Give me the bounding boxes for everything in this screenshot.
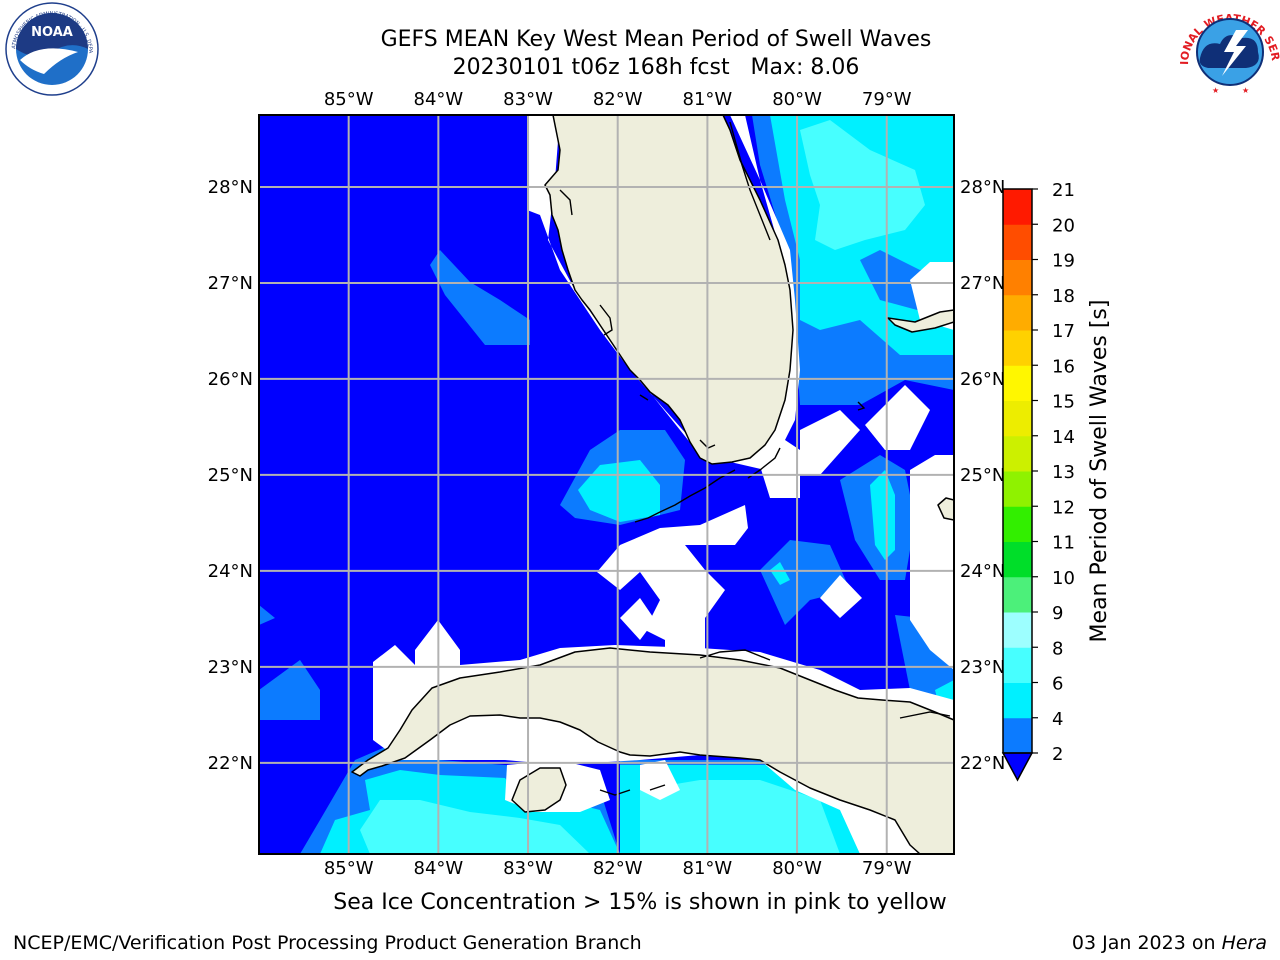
- lon-label-top-4: 81°W: [683, 89, 733, 110]
- lon-label-top-1: 84°W: [414, 89, 464, 110]
- lon-label-bottom-6: 79°W: [862, 858, 912, 879]
- sea-ice-note: Sea Ice Concentration > 15% is shown in …: [333, 890, 947, 915]
- colorbar-tick-label-1: 4: [1052, 709, 1063, 730]
- colorbar-segment-9: [1003, 400, 1032, 437]
- gridlines: [259, 115, 954, 854]
- colorbar-tick-label-14: 19: [1052, 251, 1075, 272]
- lat-label-right-5: 23°N: [960, 657, 1005, 678]
- colorbar-tick-label-16: 21: [1052, 180, 1075, 201]
- colorbar-segment-4: [1003, 576, 1032, 613]
- colorbar-segment-13: [1003, 259, 1032, 296]
- map-plot-area: [259, 115, 954, 854]
- florida-peninsula: [544, 115, 794, 465]
- lon-label-bottom-3: 82°W: [593, 858, 643, 879]
- land-masses: [351, 115, 954, 854]
- colorbar-segment-15: [1003, 189, 1032, 225]
- colorbar-segment-7: [1003, 471, 1032, 507]
- colorbar-tick-label-7: 12: [1052, 497, 1075, 518]
- colorbar-segment-10: [1003, 365, 1032, 401]
- svg-text:NATIONAL WEATHER SERVICE: NATIONAL WEATHER SERVICE: [0, 0, 1280, 65]
- latitude-labels-right: 28°N 27°N 26°N 25°N 24°N 23°N 22°N: [960, 177, 1005, 774]
- isla-de-la-juventud: [511, 767, 567, 813]
- colorbar-tick-label-13: 18: [1052, 286, 1075, 307]
- footer-date: 03 Jan 2023 on Hera: [1072, 932, 1267, 954]
- lon-label-top-0: 85°W: [324, 89, 374, 110]
- colorbar-segment-5: [1003, 541, 1032, 578]
- lat-label-right-6: 22°N: [960, 753, 1005, 774]
- colorbar-tick-label-2: 6: [1052, 674, 1063, 695]
- colorbar-segment-11: [1003, 330, 1032, 366]
- lat-label-left-2: 26°N: [208, 369, 253, 390]
- lat-label-left-6: 22°N: [208, 753, 253, 774]
- lon-label-bottom-1: 84°W: [414, 858, 464, 879]
- lat-label-right-2: 26°N: [960, 369, 1005, 390]
- colorbar-tick-label-3: 8: [1052, 638, 1063, 659]
- colorbar-segment-12: [1003, 294, 1032, 331]
- lat-label-right-4: 24°N: [960, 561, 1005, 582]
- colorbar-segment-14: [1003, 224, 1032, 260]
- longitude-labels-bottom: 85°W 84°W 83°W 82°W 81°W 80°W 79°W: [324, 858, 912, 879]
- svg-text:★: ★: [1212, 86, 1219, 95]
- colorbar-tick-label-15: 20: [1052, 215, 1075, 236]
- cuba: [351, 647, 954, 854]
- lat-label-right-0: 28°N: [960, 177, 1005, 198]
- lat-label-right-1: 27°N: [960, 273, 1005, 294]
- colorbar-segment-3: [1003, 612, 1032, 648]
- map-frame: [258, 114, 955, 855]
- nws-logo: NATIONAL WEATHER SERVICE ★ ★: [0, 0, 1280, 101]
- footer-host: Hera: [1221, 932, 1267, 954]
- colorbar-tick-label-8: 13: [1052, 462, 1075, 483]
- colorbar: 2 4 6 8 9 10 11 12 13 14 15 16 17 18 19 20 21: [1001, 180, 1075, 782]
- footer-date-text: 03 Jan 2023 on: [1071, 932, 1222, 954]
- colorbar-extend-min: [1001, 752, 1034, 782]
- lon-label-top-3: 82°W: [593, 89, 643, 110]
- lat-label-left-3: 25°N: [208, 465, 253, 486]
- lon-label-top-2: 83°W: [503, 89, 553, 110]
- map-subtitle: 20230101 t06z 168h fcst Max: 8.06: [452, 55, 860, 80]
- colorbar-segment-0: [1003, 717, 1032, 754]
- noaa-logo: NOAA NATIONAL OCEANIC AND ATMOSPHERIC AD…: [0, 0, 99, 96]
- map-title: GEFS MEAN Key West Mean Period of Swell …: [380, 27, 932, 52]
- bahamas-grand-bahama: [887, 309, 954, 333]
- lat-label-left-5: 23°N: [208, 657, 253, 678]
- colorbar-tick-label-4: 9: [1052, 603, 1063, 624]
- colorbar-segment-2: [1003, 647, 1032, 683]
- svg-text:★: ★: [1242, 86, 1249, 95]
- colorbar-tick-label-9: 14: [1052, 427, 1075, 448]
- lon-label-bottom-5: 80°W: [772, 858, 822, 879]
- lon-label-top-6: 79°W: [862, 89, 912, 110]
- swell-band-6-8: [360, 120, 925, 854]
- lon-label-top-5: 80°W: [772, 89, 822, 110]
- lat-label-left-1: 27°N: [208, 273, 253, 294]
- colorbar-segment-8: [1003, 435, 1032, 472]
- lat-label-left-4: 24°N: [208, 561, 253, 582]
- colorbar-tick-label-10: 15: [1052, 392, 1075, 413]
- footer-credit: NCEP/EMC/Verification Post Processing Pr…: [13, 932, 642, 954]
- longitude-labels-top: 85°W 84°W 83°W 82°W 81°W 80°W 79°W: [324, 89, 912, 110]
- colorbar-tick-label-0: 2: [1052, 744, 1063, 765]
- colorbar-label: Mean Period of Swell Waves [s]: [1087, 300, 1112, 643]
- bahamas-andros: [937, 497, 954, 521]
- colorbar-segment-1: [1003, 682, 1032, 719]
- noaa-logo-text: NOAA: [31, 25, 73, 40]
- lon-label-bottom-4: 81°W: [683, 858, 733, 879]
- colorbar-tick-label-6: 11: [1052, 533, 1075, 554]
- colorbar-segment-6: [1003, 506, 1032, 542]
- lon-label-bottom-2: 83°W: [503, 858, 553, 879]
- colorbar-tick-label-12: 17: [1052, 321, 1075, 342]
- lat-label-left-0: 28°N: [208, 177, 253, 198]
- latitude-labels-left: 28°N 27°N 26°N 25°N 24°N 23°N 22°N: [208, 177, 253, 774]
- colorbar-tick-label-11: 16: [1052, 356, 1075, 377]
- colorbar-tick-label-5: 10: [1052, 568, 1075, 589]
- nws-logo-ring-text: NATIONAL WEATHER SERVICE: [0, 0, 1280, 65]
- lon-label-bottom-0: 85°W: [324, 858, 374, 879]
- lat-label-right-3: 25°N: [960, 465, 1005, 486]
